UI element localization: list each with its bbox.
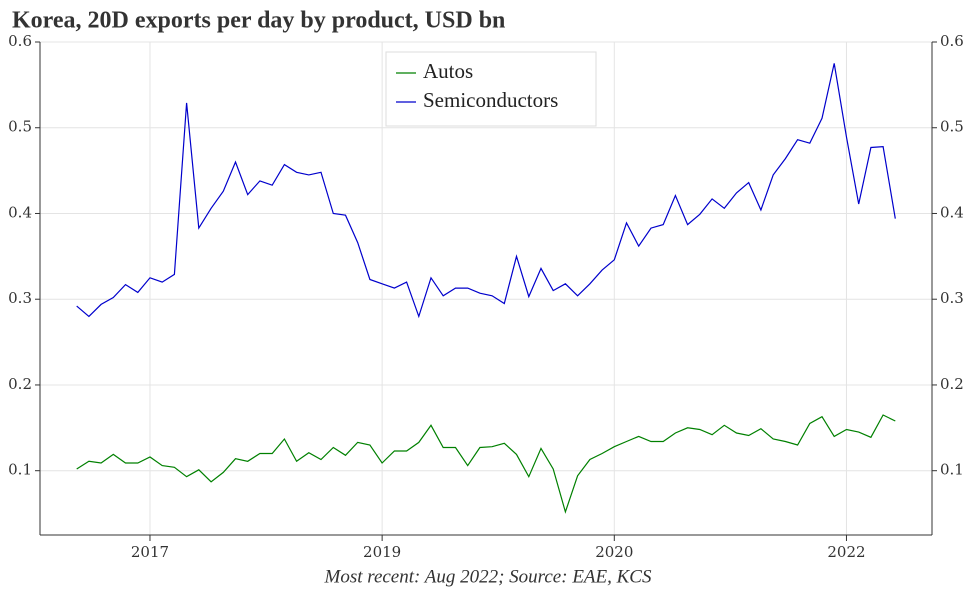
x-tick-label: 2022 (827, 543, 865, 561)
legend-label: Semiconductors (423, 88, 558, 112)
x-tick-label: 2020 (595, 543, 633, 561)
x-tick-label: 2017 (131, 543, 169, 561)
y-tick-label: 0.5 (8, 118, 32, 136)
line-series (76, 63, 896, 319)
y2-tick-label: 0.4 (940, 203, 964, 221)
chart-title: Korea, 20D exports per day by product, U… (12, 8, 505, 34)
y2-tick-label: 0.5 (940, 118, 964, 136)
legend: Autos Semiconductors (385, 51, 597, 127)
y-tick-label: 0.3 (8, 289, 32, 307)
y2-tick-label: 0.1 (940, 461, 964, 479)
y-tick-label: 0.4 (8, 203, 32, 221)
y2-tick-label: 0.6 (940, 32, 964, 50)
legend-label: Autos (423, 59, 473, 83)
y-tick-label: 0.1 (8, 461, 32, 479)
legend-box (385, 51, 597, 127)
y-tick-label: 0.6 (8, 32, 32, 50)
y2-tick-label: 0.3 (940, 289, 964, 307)
y2-tick-label: 0.2 (940, 375, 964, 393)
line-series (76, 414, 896, 514)
footnote: Most recent: Aug 2022; Source: EAE, KCS (324, 566, 652, 587)
y-tick-label: 0.2 (8, 375, 32, 393)
x-tick-label: 2019 (363, 543, 401, 561)
